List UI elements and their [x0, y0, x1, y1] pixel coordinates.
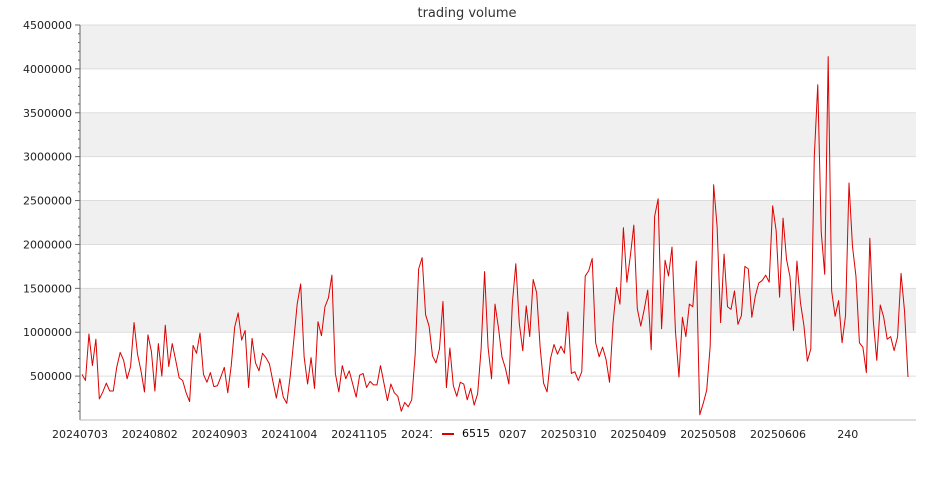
- y-tick-label: 500000: [30, 370, 72, 383]
- y-tick-label: 3000000: [23, 151, 72, 164]
- x-tick-label: 20240703: [52, 428, 108, 441]
- series-line-6515: [81, 56, 909, 416]
- legend-background: [432, 425, 498, 443]
- chart-title: trading volume: [417, 6, 516, 21]
- y-tick-label: 1000000: [23, 326, 72, 339]
- legend-label-6515: 6515: [462, 427, 490, 440]
- x-tick-label: 20250508: [680, 428, 736, 441]
- series-group: [81, 56, 909, 416]
- y-ticks: 500000 1000000 1500000 2000000 2500000 300000…: [23, 19, 80, 412]
- y-tick-label: 4500000: [23, 19, 72, 32]
- grid-band: [80, 112, 916, 157]
- y-tick-label: 4000000: [23, 63, 72, 76]
- x-tick-label: 20240903: [192, 428, 248, 441]
- grid-lines: [80, 24, 916, 377]
- x-tick-label: 20250606: [750, 428, 806, 441]
- x-tick-label: 20240802: [122, 428, 178, 441]
- y-tick-label: 2500000: [23, 195, 72, 208]
- grid-bands: [80, 25, 916, 333]
- grid-band: [80, 25, 916, 69]
- x-tick-label: 20241004: [261, 428, 317, 441]
- y-tick-label: 2000000: [23, 238, 72, 251]
- axes: [79, 25, 916, 421]
- x-tick-label: 20250310: [541, 428, 597, 441]
- grid-band: [80, 200, 916, 245]
- y-tick-label: 3500000: [23, 107, 72, 120]
- x-tick-label: 20250409: [610, 428, 666, 441]
- x-ticks: 20240703 20240802 20240903 20241004 20241105…: [52, 428, 858, 441]
- legend: 6515: [432, 425, 498, 443]
- x-tick-label: 20241105: [331, 428, 387, 441]
- y-tick-label: 1500000: [23, 282, 72, 295]
- x-tick-label: 240: [837, 428, 858, 441]
